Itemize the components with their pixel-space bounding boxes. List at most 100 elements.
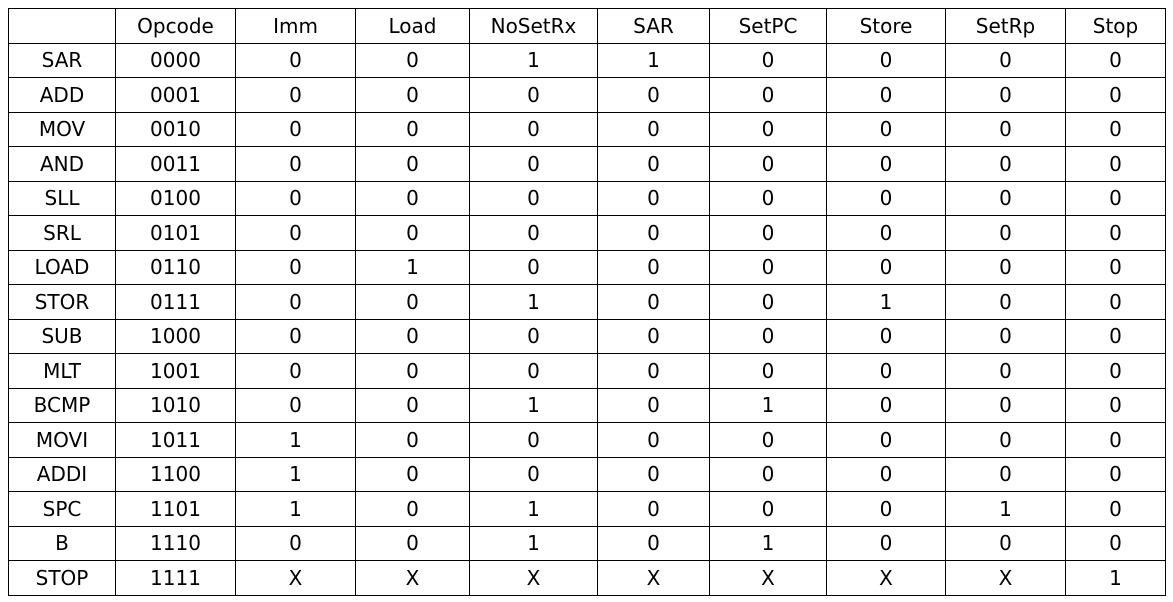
column-header-blank: [8, 8, 116, 44]
instruction-name-cell: AND: [8, 146, 116, 182]
table-cell: 0: [597, 215, 710, 251]
table-cell: 0: [826, 353, 946, 389]
table-cell: X: [709, 560, 827, 596]
table-cell: 1011: [115, 422, 236, 458]
table-cell: 0: [469, 215, 598, 251]
instruction-name-cell: SUB: [8, 318, 116, 354]
table-cell: 0: [945, 42, 1066, 78]
table-cell: 0011: [115, 146, 236, 182]
table-cell: 0: [469, 111, 598, 147]
table-cell: 0: [597, 387, 710, 423]
table-cell: 0: [1065, 215, 1166, 251]
header-row: Opcode Imm Load NoSetRx SAR SetPC Store SetRp St…: [8, 8, 1166, 44]
instruction-name-cell: SAR: [8, 42, 116, 78]
instruction-name-cell: SPC: [8, 491, 116, 527]
table-cell: 0: [597, 456, 710, 492]
table-cell: 1: [597, 42, 710, 78]
table-cell: 0: [597, 111, 710, 147]
table-cell: 0: [597, 284, 710, 320]
table-cell: 0: [469, 318, 598, 354]
table-row: SUB 1000 0 0 0 0 0 0 0 0: [8, 318, 1166, 354]
table-row: MOV 0010 0 0 0 0 0 0 0 0: [8, 111, 1166, 147]
instruction-name-cell: STOR: [8, 284, 116, 320]
table-cell: 0: [1065, 111, 1166, 147]
table-cell: 1: [469, 387, 598, 423]
table-cell: 0: [945, 215, 1066, 251]
table-body: SAR 0000 0 0 1 1 0 0 0 0 ADD 0001 0 0 0 0 0 0 0 0 MOV 0010 0 0 0…: [8, 42, 1166, 596]
table-row: STOR 0111 0 0 1 0 0 1 0 0: [8, 284, 1166, 320]
table-cell: 0: [469, 146, 598, 182]
table-cell: 1: [355, 249, 470, 285]
table-cell: 1000: [115, 318, 236, 354]
table-cell: 0: [826, 77, 946, 113]
table-cell: 0: [709, 353, 827, 389]
table-row: BCMP 1010 0 0 1 0 1 0 0 0: [8, 387, 1166, 423]
table-cell: 0: [1065, 491, 1166, 527]
table-cell: 0: [355, 422, 470, 458]
column-header-stop: Stop: [1065, 8, 1166, 44]
table-cell: 0: [945, 387, 1066, 423]
table-cell: X: [235, 560, 356, 596]
table-cell: 0: [355, 525, 470, 561]
table-cell: 0: [597, 180, 710, 216]
table-cell: 0: [709, 318, 827, 354]
table-cell: 1: [469, 42, 598, 78]
table-cell: 0: [597, 353, 710, 389]
column-header-setrp: SetRp: [945, 8, 1066, 44]
table-cell: 0: [945, 249, 1066, 285]
table-cell: 0: [355, 353, 470, 389]
table-cell: 0: [945, 456, 1066, 492]
instruction-name-cell: SRL: [8, 215, 116, 251]
table-cell: 0: [355, 491, 470, 527]
table-cell: 0: [355, 42, 470, 78]
instruction-name-cell: MOVI: [8, 422, 116, 458]
table-row: B 1110 0 0 1 0 1 0 0 0: [8, 525, 1166, 561]
table-row: LOAD 0110 0 1 0 0 0 0 0 0: [8, 249, 1166, 285]
table-cell: 0: [826, 525, 946, 561]
table-cell: 0: [945, 422, 1066, 458]
instruction-name-cell: BCMP: [8, 387, 116, 423]
table-cell: 1: [709, 387, 827, 423]
table-cell: 1100: [115, 456, 236, 492]
table-cell: 0: [1065, 456, 1166, 492]
table-cell: 0: [709, 491, 827, 527]
table-cell: 0: [826, 146, 946, 182]
table-cell: 0: [355, 180, 470, 216]
table-cell: 0: [945, 180, 1066, 216]
table-cell: 0: [1065, 387, 1166, 423]
instruction-name-cell: MLT: [8, 353, 116, 389]
table-row: MOVI 1011 1 0 0 0 0 0 0 0: [8, 422, 1166, 458]
table-cell: 0: [1065, 525, 1166, 561]
instruction-name-cell: STOP: [8, 560, 116, 596]
table-cell: 0000: [115, 42, 236, 78]
table-cell: X: [945, 560, 1066, 596]
table-cell: 1: [235, 491, 356, 527]
table-cell: 0: [945, 525, 1066, 561]
table-cell: 0100: [115, 180, 236, 216]
table-cell: 1: [235, 456, 356, 492]
table-cell: 0: [709, 180, 827, 216]
table-cell: X: [469, 560, 598, 596]
table-cell: 0: [469, 249, 598, 285]
table-cell: 0: [469, 77, 598, 113]
table-cell: 0: [826, 456, 946, 492]
opcode-control-table: Opcode Imm Load NoSetRx SAR SetPC Store SetRp St…: [8, 8, 1166, 596]
table-cell: X: [826, 560, 946, 596]
table-cell: 0: [709, 215, 827, 251]
table-row: SPC 1101 1 0 1 0 0 0 1 0: [8, 491, 1166, 527]
table-cell: 0: [709, 284, 827, 320]
table-cell: 0: [597, 422, 710, 458]
table-cell: 0: [355, 318, 470, 354]
table-cell: 0: [235, 284, 356, 320]
instruction-name-cell: ADDI: [8, 456, 116, 492]
column-header-load: Load: [355, 8, 470, 44]
table-cell: 0: [709, 77, 827, 113]
table-cell: 0: [355, 77, 470, 113]
table-cell: 1: [469, 525, 598, 561]
table-cell: 0: [597, 491, 710, 527]
table-cell: 0: [355, 215, 470, 251]
table-cell: 0: [235, 249, 356, 285]
table-cell: 0: [235, 180, 356, 216]
column-header-imm: Imm: [235, 8, 356, 44]
table-row: ADDI 1100 1 0 0 0 0 0 0 0: [8, 456, 1166, 492]
